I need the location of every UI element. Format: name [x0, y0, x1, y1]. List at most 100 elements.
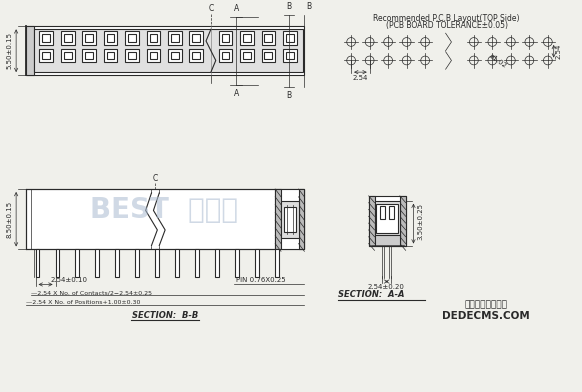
- Bar: [193, 34, 200, 42]
- Bar: [171, 52, 179, 60]
- Bar: [128, 52, 136, 60]
- Bar: [374, 235, 400, 247]
- Text: 2.54: 2.54: [556, 44, 562, 59]
- Bar: [95, 249, 100, 277]
- Bar: [264, 52, 272, 60]
- Bar: [155, 249, 159, 277]
- Bar: [86, 34, 93, 42]
- Bar: [381, 205, 385, 219]
- Text: DEDECMS.COM: DEDECMS.COM: [442, 310, 530, 321]
- Bar: [26, 189, 304, 249]
- Bar: [275, 189, 281, 249]
- Bar: [104, 49, 118, 62]
- Bar: [115, 249, 119, 277]
- Bar: [125, 31, 139, 45]
- Bar: [147, 49, 160, 62]
- Bar: [64, 52, 72, 60]
- Text: —2.54 X No. of Positions+1.00±0.30: —2.54 X No. of Positions+1.00±0.30: [26, 300, 140, 305]
- Bar: [219, 49, 232, 62]
- Text: 织梦内容管理系统: 织梦内容管理系统: [464, 300, 507, 309]
- Bar: [219, 31, 232, 45]
- Bar: [389, 205, 394, 219]
- Text: B: B: [286, 91, 292, 100]
- Bar: [261, 31, 275, 45]
- Bar: [42, 52, 50, 60]
- Bar: [107, 52, 115, 60]
- Bar: [86, 52, 93, 60]
- Bar: [135, 249, 139, 277]
- Text: 8.50±0.15: 8.50±0.15: [6, 201, 12, 238]
- Bar: [150, 34, 157, 42]
- Bar: [171, 34, 179, 42]
- Bar: [55, 249, 59, 277]
- Bar: [281, 201, 299, 238]
- Bar: [275, 249, 279, 277]
- Bar: [34, 29, 303, 72]
- Bar: [104, 31, 118, 45]
- Text: SECTION:  B-B: SECTION: B-B: [132, 310, 198, 319]
- Bar: [61, 49, 74, 62]
- Bar: [284, 207, 296, 232]
- Bar: [283, 49, 297, 62]
- Bar: [147, 31, 160, 45]
- Bar: [128, 34, 136, 42]
- Bar: [42, 34, 50, 42]
- Bar: [82, 49, 96, 62]
- Text: C: C: [152, 174, 158, 183]
- Bar: [222, 34, 229, 42]
- Bar: [195, 249, 199, 277]
- Bar: [168, 49, 182, 62]
- Bar: [40, 31, 53, 45]
- Text: Recommended P.C.B Layout(TOP Side): Recommended P.C.B Layout(TOP Side): [373, 14, 520, 22]
- Bar: [275, 189, 304, 249]
- Text: (PCB BOARD TOLERANCE±0.05): (PCB BOARD TOLERANCE±0.05): [386, 21, 508, 30]
- Bar: [40, 49, 53, 62]
- Bar: [190, 49, 203, 62]
- Bar: [222, 52, 229, 60]
- Bar: [125, 49, 139, 62]
- Bar: [240, 49, 254, 62]
- Bar: [368, 196, 374, 247]
- Bar: [150, 52, 157, 60]
- Bar: [368, 196, 406, 247]
- Bar: [235, 249, 239, 277]
- Bar: [61, 31, 74, 45]
- Text: 5.50±0.15: 5.50±0.15: [6, 32, 12, 69]
- Bar: [107, 34, 115, 42]
- Text: B: B: [286, 2, 292, 11]
- Bar: [82, 31, 96, 45]
- Text: BEST  百斯特: BEST 百斯特: [90, 196, 238, 224]
- Bar: [175, 249, 179, 277]
- Bar: [261, 49, 275, 62]
- Bar: [264, 34, 272, 42]
- Bar: [168, 31, 182, 45]
- Bar: [255, 249, 258, 277]
- Bar: [36, 249, 40, 277]
- Bar: [64, 34, 72, 42]
- Bar: [286, 52, 294, 60]
- Bar: [283, 31, 297, 45]
- Bar: [286, 34, 294, 42]
- Text: 2.54±0.10: 2.54±0.10: [51, 276, 87, 283]
- Bar: [243, 52, 251, 60]
- Bar: [400, 196, 406, 247]
- Bar: [240, 31, 254, 45]
- Text: 3.50±0.25: 3.50±0.25: [417, 203, 423, 240]
- Text: 2.54: 2.54: [353, 75, 368, 81]
- Text: A: A: [233, 89, 239, 98]
- Text: C: C: [208, 4, 214, 13]
- Bar: [193, 52, 200, 60]
- Text: ø1.02: ø1.02: [488, 53, 508, 69]
- Bar: [26, 26, 34, 75]
- Bar: [76, 249, 79, 277]
- Bar: [374, 201, 400, 237]
- Text: A: A: [233, 4, 239, 13]
- Bar: [215, 249, 219, 277]
- Text: —2.54 X No. of Contacts/2−2.54±0.25: —2.54 X No. of Contacts/2−2.54±0.25: [31, 290, 152, 295]
- Text: PIN 0.76X0.25: PIN 0.76X0.25: [236, 276, 286, 283]
- Bar: [243, 34, 251, 42]
- Text: 2.54±0.20: 2.54±0.20: [368, 285, 404, 290]
- Text: B: B: [306, 2, 311, 11]
- Bar: [377, 203, 398, 233]
- Bar: [299, 189, 304, 249]
